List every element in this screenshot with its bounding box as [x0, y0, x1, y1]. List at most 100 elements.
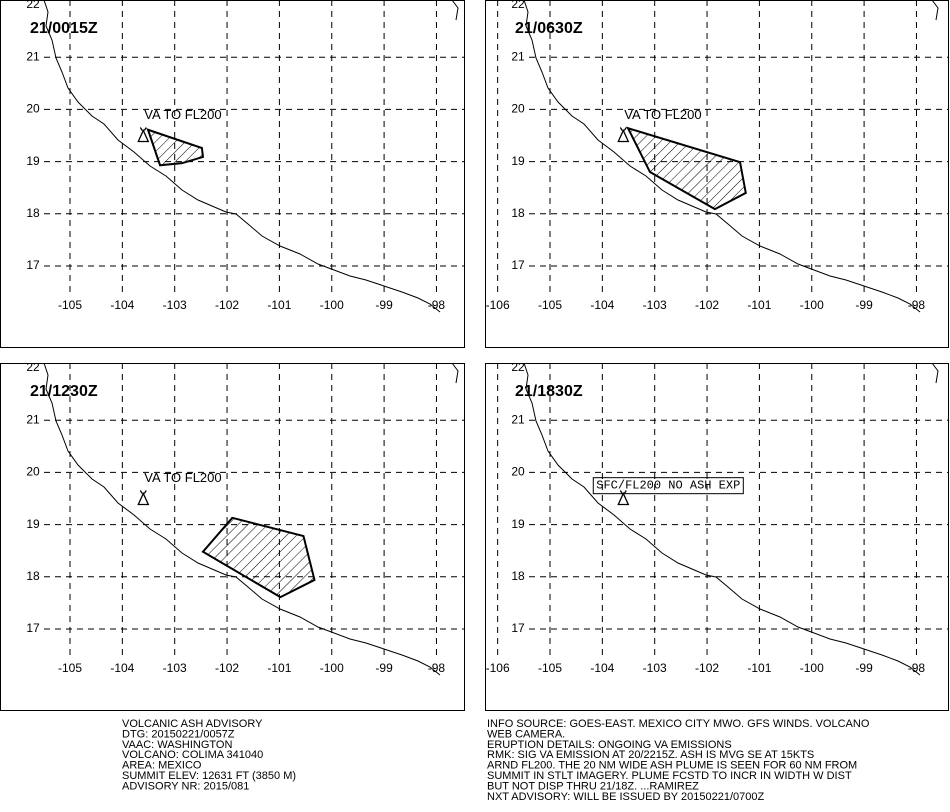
time-label: 21/1830Z: [515, 383, 583, 400]
lon-label: -103: [163, 298, 187, 312]
advisory-line: WEB CAMERA.: [487, 728, 565, 740]
lat-label: 18: [26, 569, 40, 583]
advisory-line: RMK: SIG VA EMISSION AT 20/2215Z. ASH IS…: [487, 749, 814, 761]
lat-label: 19: [511, 154, 525, 168]
lon-label: -102: [695, 661, 719, 675]
advisory-line: SUMMIT ELEV: 12631 FT (3850 M): [122, 770, 296, 782]
lon-label: -103: [643, 298, 667, 312]
map-panel: 22 21 20 19 18 17 -106 -105 -104 -103 -102 -101 -100…: [485, 360, 949, 711]
lat-label: 18: [511, 569, 525, 583]
lon-label: -101: [747, 661, 771, 675]
annotation-box: [592, 477, 744, 495]
lat-label: 21: [511, 412, 525, 426]
map-panel: 22 21 20 19 18 17 -106 -105 -104 -103 -102 -101 -100…: [485, 0, 949, 348]
lat-label: 19: [511, 517, 525, 531]
ash-cloud: [146, 128, 205, 167]
lat-label: 22: [511, 360, 525, 374]
lon-label: -98: [428, 298, 446, 312]
ash-cloud: [626, 126, 747, 211]
lon-label: -99: [855, 298, 873, 312]
lon-label: -99: [375, 298, 393, 312]
lon-label: -106: [486, 298, 510, 312]
lon-label: -100: [320, 298, 344, 312]
time-label: 21/0015Z: [30, 20, 98, 37]
lon-label: -105: [58, 298, 82, 312]
lon-label: -106: [486, 661, 510, 675]
advisory-line: VOLCANIC ASH ADVISORY: [122, 718, 263, 730]
map-panel: 22 21 20 19 18 17 -105 -104 -103 -102 -101 -100 -99 -…: [0, 0, 465, 348]
map-content: 22 21 20 19 18 17 -105 -104 -103 -102 -101 -100 -99 -…: [26, 0, 465, 313]
lon-label: -102: [215, 661, 239, 675]
map-content: 22 21 20 19 18 17 -106 -105 -104 -103 -102 -101 -100…: [486, 0, 949, 313]
lon-label: -104: [590, 661, 614, 675]
lon-label: -104: [590, 298, 614, 312]
advisory-line: AREA: MEXICO: [122, 760, 202, 772]
volcano: [137, 490, 150, 506]
lat-label: 22: [26, 0, 40, 11]
map-content: 22 21 20 19 18 17 -106 -105 -104 -103 -102 -101 -100…: [486, 360, 949, 676]
panels: 22 21 20 19 18 17 -105 -104 -103 -102 -101 -100 -99 -…: [0, 0, 949, 711]
lon-label: -104: [110, 661, 134, 675]
lat-label: 22: [511, 0, 525, 11]
volcano: [137, 127, 150, 143]
lon-label: -100: [800, 661, 824, 675]
lat-label: 21: [26, 49, 40, 63]
lon-label: -104: [110, 298, 134, 312]
advisory-line: NXT ADVISORY: WILL BE ISSUED BY 20150221…: [487, 791, 764, 803]
lat-label: 20: [26, 102, 40, 116]
time-label: 21/1230Z: [30, 383, 98, 400]
lon-label: -102: [695, 298, 719, 312]
lat-label: 18: [511, 206, 525, 220]
advisory-line: DTG: 20150221/0057Z: [122, 728, 235, 740]
lon-label: -99: [375, 661, 393, 675]
lat-label: 20: [511, 102, 525, 116]
lat-label: 17: [511, 258, 525, 272]
lon-label: -101: [267, 661, 291, 675]
advisory-line: VAAC: WASHINGTON: [122, 739, 232, 751]
lon-label: -98: [908, 661, 926, 675]
lon-label: -102: [215, 298, 239, 312]
lon-label: -101: [747, 298, 771, 312]
advisory-line: BUT NOT DISP THRU 21/18Z. ...RAMIREZ: [487, 780, 699, 792]
lon-label: -103: [643, 661, 667, 675]
annotation: VA TO FL200: [144, 470, 221, 485]
lon-label: -99: [855, 661, 873, 675]
annotation: VA TO FL200: [144, 107, 221, 122]
lat-label: 21: [26, 412, 40, 426]
lon-label: -105: [538, 661, 562, 675]
lon-label: -103: [163, 661, 187, 675]
panel-frame: [485, 363, 949, 711]
advisory-line: ERUPTION DETAILS: ONGOING VA EMISSIONS: [487, 739, 732, 751]
advisory-line: VOLCANO: COLIMA 341040: [122, 749, 263, 761]
lat-label: 22: [26, 360, 40, 374]
panel-frame: [0, 0, 465, 348]
lat-label: 21: [511, 49, 525, 63]
lon-label: -98: [908, 298, 926, 312]
lat-label: 17: [26, 621, 40, 635]
lat-label: 17: [26, 258, 40, 272]
lat-label: 17: [511, 621, 525, 635]
lon-label: -101: [267, 298, 291, 312]
volcano: [617, 490, 630, 506]
lat-label: 19: [26, 517, 40, 531]
lon-label: -100: [320, 661, 344, 675]
time-label: 21/0630Z: [515, 20, 583, 37]
lat-label: 19: [26, 154, 40, 168]
annotation: VA TO FL200: [624, 107, 701, 122]
lon-label: -100: [800, 298, 824, 312]
map-panel: 22 21 20 19 18 17 -105 -104 -103 -102 -101 -100 -99 -…: [0, 360, 465, 711]
ash-cloud: [201, 516, 316, 599]
lat-label: 18: [26, 206, 40, 220]
map-content: 22 21 20 19 18 17 -105 -104 -103 -102 -101 -100 -99 -…: [26, 360, 465, 676]
lon-label: -105: [538, 298, 562, 312]
lon-label: -105: [58, 661, 82, 675]
annotation: SFC/FL200 NO ASH EXP: [596, 479, 740, 493]
advisory-line: INFO SOURCE: GOES-EAST. MEXICO CITY MWO.…: [487, 718, 870, 730]
advisory-line: ARND FL200. THE 20 NM WIDE ASH PLUME IS …: [487, 760, 857, 772]
lat-label: 20: [26, 465, 40, 479]
advisory-line: SUMMIT IN STLT IMAGERY. PLUME FCSTD TO I…: [487, 770, 852, 782]
lon-label: -98: [428, 661, 446, 675]
volcano: [617, 127, 630, 143]
